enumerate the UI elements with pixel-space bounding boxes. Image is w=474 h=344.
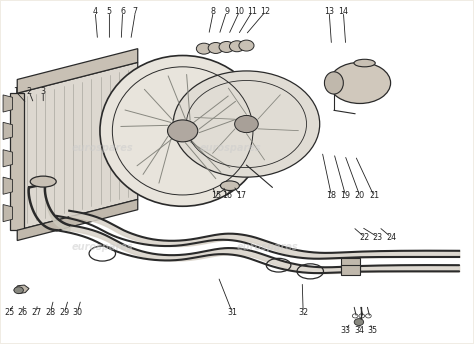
Ellipse shape xyxy=(100,55,265,206)
Text: 2: 2 xyxy=(27,87,32,96)
Text: 24: 24 xyxy=(386,233,396,241)
Ellipse shape xyxy=(354,59,375,67)
Text: 4: 4 xyxy=(93,7,98,16)
Circle shape xyxy=(167,120,198,142)
Text: eurospares: eurospares xyxy=(72,143,133,153)
Text: 10: 10 xyxy=(234,7,245,16)
Circle shape xyxy=(239,40,254,51)
Circle shape xyxy=(354,319,364,325)
Polygon shape xyxy=(3,205,12,222)
Text: 12: 12 xyxy=(260,7,271,16)
Text: 20: 20 xyxy=(355,192,365,201)
Text: 18: 18 xyxy=(327,192,337,201)
Text: 34: 34 xyxy=(354,326,364,335)
Polygon shape xyxy=(17,49,138,93)
Circle shape xyxy=(229,41,245,52)
Polygon shape xyxy=(3,95,12,112)
Text: 17: 17 xyxy=(236,192,246,201)
Circle shape xyxy=(173,71,319,177)
Text: 9: 9 xyxy=(224,7,229,16)
Polygon shape xyxy=(3,177,12,194)
Circle shape xyxy=(235,116,258,132)
Polygon shape xyxy=(3,122,12,139)
Ellipse shape xyxy=(324,72,343,94)
Text: 21: 21 xyxy=(369,192,379,201)
Polygon shape xyxy=(3,150,12,167)
Polygon shape xyxy=(14,285,29,294)
Text: 25: 25 xyxy=(4,308,14,317)
Polygon shape xyxy=(17,200,138,240)
Polygon shape xyxy=(17,62,138,230)
Text: 11: 11 xyxy=(247,7,257,16)
Text: 23: 23 xyxy=(373,233,383,241)
Text: 32: 32 xyxy=(298,308,308,317)
Text: 14: 14 xyxy=(338,7,348,16)
Ellipse shape xyxy=(329,62,391,104)
Text: 33: 33 xyxy=(341,326,351,335)
Circle shape xyxy=(196,43,211,54)
Text: 15: 15 xyxy=(210,192,221,201)
Text: 35: 35 xyxy=(367,326,377,335)
FancyBboxPatch shape xyxy=(341,265,360,276)
Text: 26: 26 xyxy=(17,308,27,317)
Text: 30: 30 xyxy=(72,308,82,317)
Text: eurospares: eurospares xyxy=(237,243,299,252)
Text: 7: 7 xyxy=(133,7,138,16)
Text: 29: 29 xyxy=(59,308,70,317)
Text: 1: 1 xyxy=(13,87,18,96)
Text: 16: 16 xyxy=(223,192,233,201)
Text: 22: 22 xyxy=(359,233,370,241)
Text: 6: 6 xyxy=(120,7,125,16)
Text: 19: 19 xyxy=(341,192,351,201)
Ellipse shape xyxy=(220,181,239,191)
Circle shape xyxy=(219,42,234,52)
Text: 31: 31 xyxy=(227,308,237,317)
Text: 28: 28 xyxy=(45,308,55,317)
Text: 13: 13 xyxy=(324,7,334,16)
FancyBboxPatch shape xyxy=(341,258,360,270)
Text: 27: 27 xyxy=(31,308,41,317)
Text: 5: 5 xyxy=(107,7,112,16)
Text: 3: 3 xyxy=(41,87,46,96)
Text: eurospares: eurospares xyxy=(199,143,261,153)
Circle shape xyxy=(14,287,23,294)
Text: 8: 8 xyxy=(211,7,216,16)
Polygon shape xyxy=(10,93,24,230)
Ellipse shape xyxy=(30,176,56,187)
Circle shape xyxy=(208,43,223,53)
Text: eurospares: eurospares xyxy=(72,243,133,252)
